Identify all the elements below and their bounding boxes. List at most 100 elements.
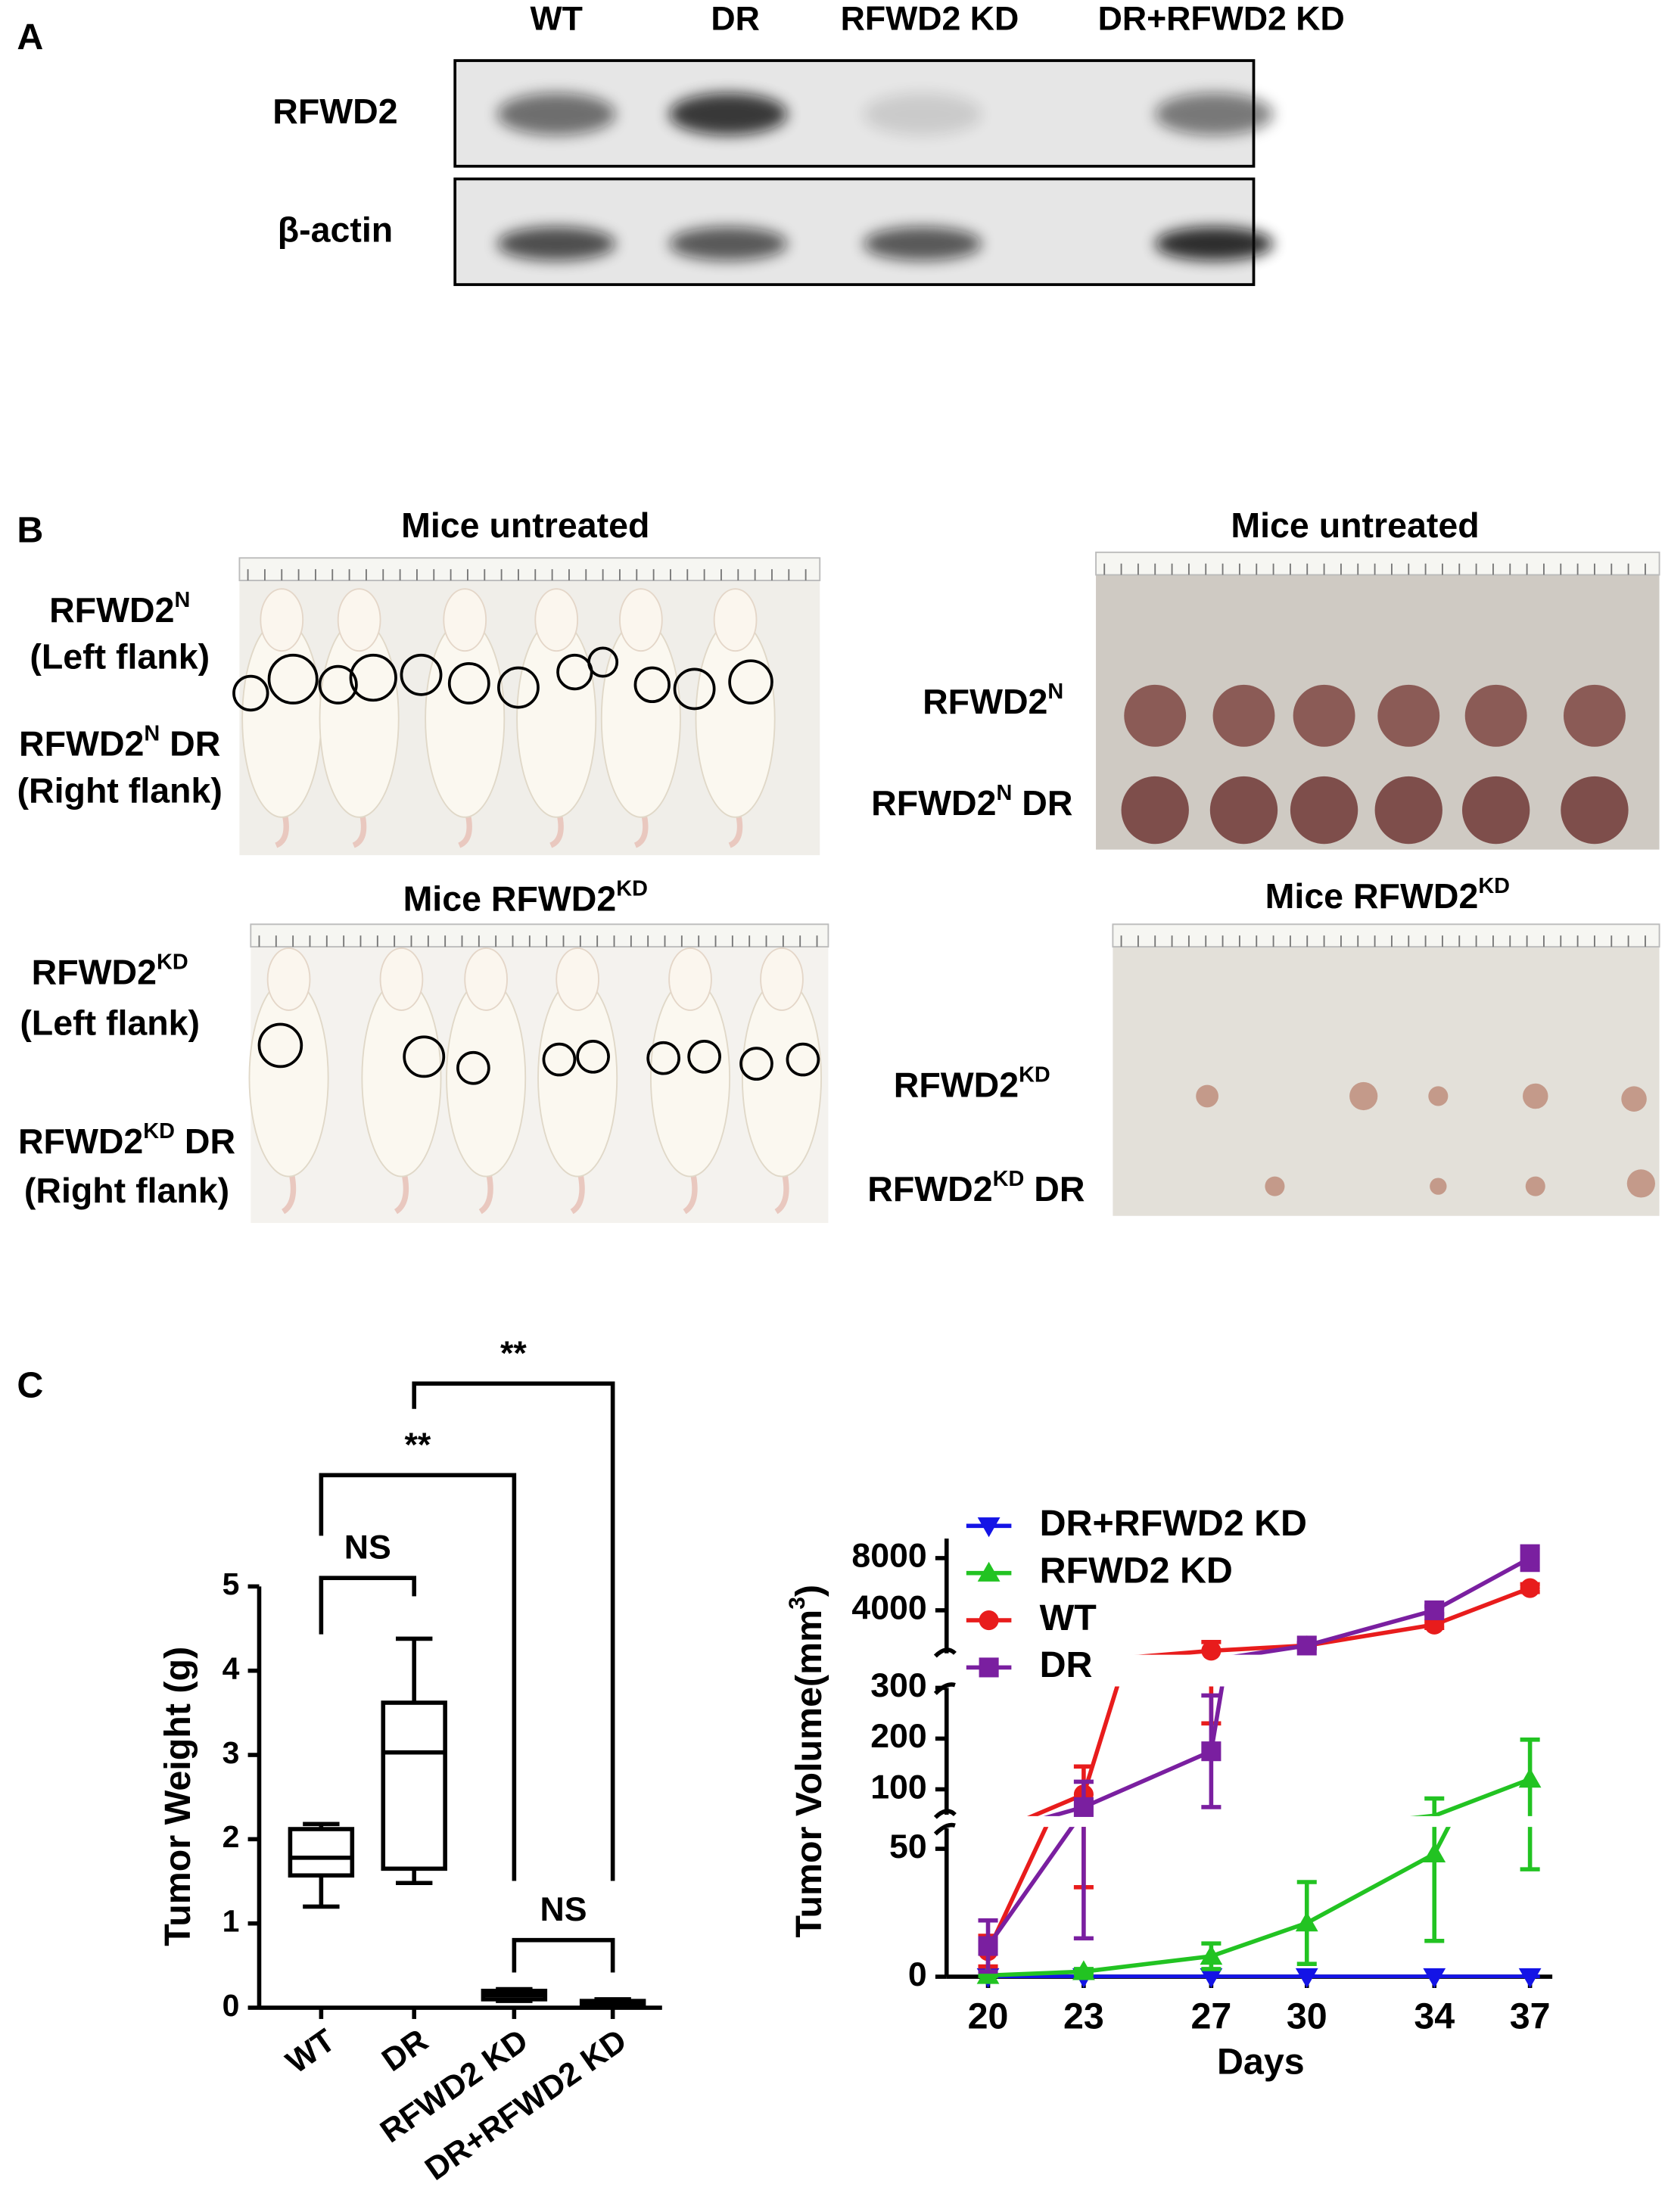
marker: [1201, 1741, 1222, 1762]
axis-break: [933, 1647, 957, 1658]
tumor-circle: [497, 666, 540, 709]
mouse-head: [668, 947, 712, 1011]
y-tick-label: 4000: [851, 1590, 926, 1627]
panel-label: A: [17, 17, 43, 58]
series-segment: [1411, 1737, 1540, 1816]
marker: [1520, 1548, 1540, 1568]
legend-label: RFWD2 KD: [1040, 1550, 1233, 1591]
y-tick-label: 8000: [851, 1538, 926, 1575]
marker: [1423, 1968, 1446, 1988]
mouse-head: [760, 947, 804, 1011]
y-axis-label-after: ): [789, 1585, 829, 1597]
photo-title: Mice untreated: [1231, 506, 1479, 545]
mouse-head: [619, 588, 663, 652]
mouse-head: [713, 588, 758, 652]
mouse-head: [443, 588, 487, 652]
mice-label-text: RFWD2: [49, 590, 174, 630]
significance-bracket: [319, 1473, 517, 1881]
y-tick-label: 200: [870, 1718, 927, 1755]
legend-label: WT: [1040, 1598, 1097, 1638]
marker: [1423, 1842, 1446, 1863]
y-axis-label-sup: 3: [786, 1597, 811, 1610]
legend-label: DR: [1040, 1644, 1093, 1685]
box: [288, 1827, 355, 1878]
x-tick-label: DR: [375, 2022, 434, 2079]
mice-label-text: RFWD2: [18, 1122, 143, 1161]
significance-label: NS: [344, 1529, 391, 1566]
tumor-label: RFWD2KD: [894, 1062, 1050, 1105]
tumor-label: RFWD2N: [923, 680, 1063, 722]
photo-title: Mice RFWD2KD: [403, 876, 648, 919]
photo-title-text: Mice untreated: [401, 506, 649, 545]
ruler: [238, 557, 821, 581]
tumor-circle: [646, 1041, 680, 1075]
mice-label: (Left flank): [30, 637, 210, 677]
mice-label: (Right flank): [17, 770, 223, 810]
mice-label: (Left flank): [20, 1003, 200, 1043]
series-line: [988, 1827, 1451, 1978]
photo-title-sup: KD: [1478, 873, 1510, 898]
mouse-head: [534, 588, 579, 652]
mice-label: RFWD2KD DR: [18, 1118, 235, 1161]
tumor-circle: [739, 1047, 773, 1081]
mice-label: RFWD2N: [49, 587, 190, 630]
mice-label-sup: KD: [157, 950, 188, 974]
tumor-circle: [633, 666, 671, 704]
mouse-head: [464, 947, 508, 1011]
marker: [976, 1964, 1000, 1984]
tumor: [1626, 1169, 1655, 1198]
band: [497, 226, 616, 261]
photo-title: Mice RFWD2KD: [1265, 873, 1510, 916]
mice-label: RFWD2N DR: [19, 721, 220, 764]
tumor-label-sup: KD: [993, 1167, 1025, 1191]
tumor: [1464, 684, 1527, 747]
tumor-circle: [728, 659, 773, 705]
legend-marker: [977, 1561, 1001, 1582]
ruler: [1095, 551, 1660, 576]
band: [1155, 92, 1274, 135]
tumor: [1523, 1083, 1548, 1109]
tumor: [1290, 776, 1358, 845]
marker: [1073, 1797, 1094, 1817]
photo-title-text: Mice untreated: [1231, 506, 1479, 545]
tumor: [1428, 1086, 1449, 1106]
significance-label: NS: [540, 1891, 587, 1928]
tumor-circle: [403, 1035, 446, 1078]
photo-title-text: Mice RFWD2: [403, 879, 617, 919]
significance-bracket: [319, 1576, 416, 1635]
tumor: [1430, 1178, 1447, 1195]
series-line: [1232, 1556, 1531, 1655]
tumor: [1374, 776, 1442, 845]
axis-break: [933, 1809, 957, 1819]
mouse-head: [260, 588, 304, 652]
legend-marker: [977, 1517, 1001, 1538]
tumor-label-text: RFWD2: [923, 682, 1047, 721]
box: [381, 1700, 447, 1871]
y-tick-label: 300: [870, 1667, 927, 1704]
tumor-label-sup: N: [1047, 680, 1063, 704]
mice-label-sup: N: [144, 721, 160, 745]
ruler: [250, 923, 829, 948]
mouse-head: [266, 947, 311, 1011]
series-line: [1137, 1585, 1531, 1655]
tumor-circle: [673, 667, 716, 711]
tumor-label-sup: N: [996, 781, 1012, 805]
tumor-circle: [542, 1042, 577, 1077]
tumor: [1121, 776, 1189, 845]
photo-title: Mice untreated: [401, 506, 649, 545]
x-tick-label: 20: [968, 1996, 1009, 2037]
column-label: RFWD2 KD: [841, 1, 1019, 38]
photo-title-text: Mice RFWD2: [1265, 876, 1479, 916]
band: [1155, 226, 1274, 261]
panel-label: B: [17, 510, 43, 551]
mouse-head: [337, 588, 381, 652]
y-axis-label: Tumor Volume(mm3): [786, 1585, 829, 1937]
tumor: [1293, 684, 1355, 747]
y-tick-label: 100: [870, 1769, 927, 1806]
x-tick-label: 23: [1063, 1996, 1104, 2037]
tumor: [1209, 776, 1278, 845]
significance-label: **: [500, 1335, 527, 1372]
y-tick-label: 3: [223, 1735, 240, 1770]
